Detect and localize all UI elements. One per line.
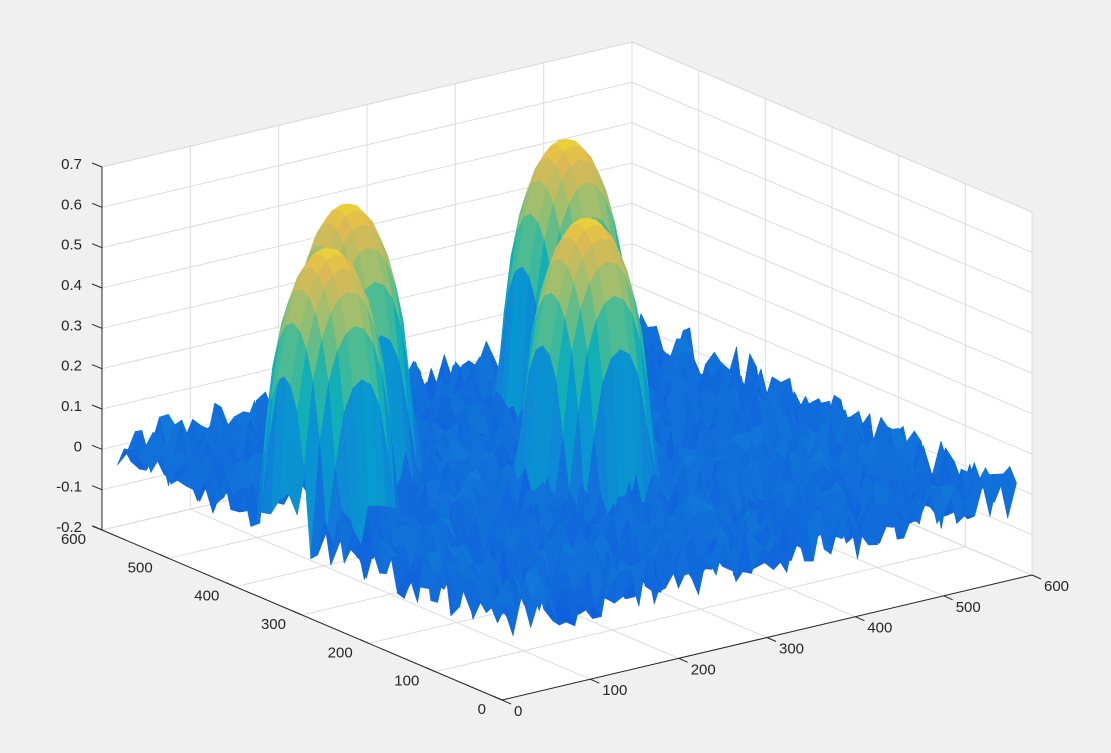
x-tick-label: 200 — [691, 661, 716, 678]
tick-mark — [590, 678, 600, 684]
x-tick-label: 100 — [602, 682, 627, 699]
tick-mark — [91, 525, 103, 531]
z-tick-label: 0.1 — [61, 398, 82, 415]
tick-mark — [359, 638, 369, 644]
tick-mark — [943, 595, 953, 601]
z-tick-label: -0.2 — [56, 519, 82, 536]
tick-mark — [492, 695, 503, 701]
z-tick-label: -0.1 — [56, 479, 82, 496]
y-tick-label: 100 — [394, 673, 419, 690]
tick-mark — [855, 616, 865, 622]
grid-line-z — [101, 162, 1033, 334]
tick-mark — [91, 243, 103, 249]
surface-mesh — [117, 139, 1017, 637]
x-tick-label: 400 — [867, 620, 892, 637]
tick-mark — [91, 485, 103, 491]
grid-line-z — [101, 81, 1033, 253]
tick-mark — [91, 162, 103, 168]
axis-lines — [91, 162, 1042, 705]
tick-mark — [1031, 574, 1042, 580]
z-tick-label: 0.5 — [61, 237, 82, 254]
y-tick-label: 200 — [328, 644, 353, 661]
z-tick-label: 0.6 — [61, 196, 82, 213]
grid-line-z — [101, 122, 1033, 294]
tick-mark — [226, 582, 236, 588]
tick-labels: 01002003004005006000100200300400500600-0… — [56, 156, 1069, 720]
tick-mark — [678, 657, 688, 663]
x-tick-label: 600 — [1044, 578, 1069, 595]
tick-mark — [766, 637, 777, 642]
y-tick-label: 500 — [128, 559, 153, 576]
surface-patch — [497, 603, 514, 637]
y-tick-label: 600 — [61, 531, 86, 548]
y-tick-label: 300 — [261, 616, 286, 633]
tick-mark — [426, 667, 436, 673]
y-tick-label: 0 — [478, 701, 486, 718]
tick-mark — [292, 610, 303, 616]
tick-mark — [91, 364, 103, 370]
z-tick-label: 0 — [74, 438, 82, 455]
tick-mark — [91, 404, 103, 410]
x-tick-label: 500 — [956, 599, 981, 616]
tick-mark — [91, 323, 103, 329]
tick-mark — [91, 202, 103, 208]
x-tick-label: 0 — [514, 703, 522, 720]
tick-mark — [501, 699, 512, 705]
grid-line-z — [101, 41, 1033, 213]
grid-line-z — [101, 243, 1033, 415]
z-tick-label: 0.7 — [61, 156, 82, 173]
z-tick-label: 0.4 — [61, 277, 82, 294]
z-tick-label: 0.3 — [61, 317, 82, 334]
tick-mark — [91, 283, 103, 289]
x-tick-label: 300 — [779, 641, 804, 658]
tick-mark — [159, 553, 169, 559]
z-tick-label: 0.2 — [61, 358, 82, 375]
tick-mark — [91, 444, 103, 450]
grid-line-z — [101, 202, 1033, 374]
y-tick-label: 400 — [194, 588, 219, 605]
